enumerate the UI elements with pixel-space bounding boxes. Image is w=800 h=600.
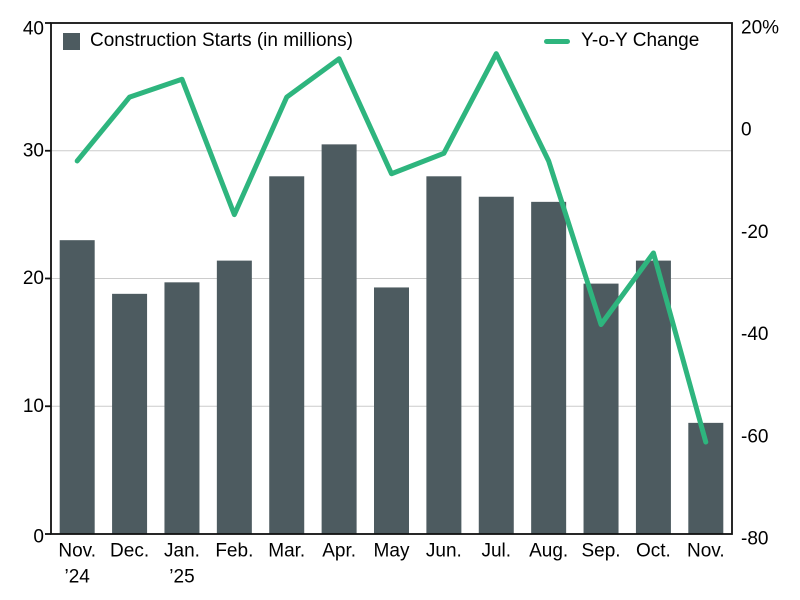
- left-axis-label-40: 40: [23, 19, 44, 40]
- legend-item-yoy-change: Y-o-Y Change: [544, 30, 699, 52]
- x-tick-sublabel-0: ’24: [65, 567, 91, 588]
- legend-line-label: Y-o-Y Change: [581, 30, 700, 51]
- x-tick-label-5: Apr.: [322, 541, 356, 562]
- bar-jul-8: [478, 196, 514, 535]
- x-tick-sublabel-2: ’25: [169, 567, 194, 588]
- bar-jan-2: [164, 282, 200, 534]
- left-axis-label-0: 0: [33, 527, 44, 548]
- x-tick-label-1: Dec.: [110, 541, 149, 562]
- x-tick-label-6: May: [374, 541, 410, 562]
- x-tick-label-8: Jul.: [481, 541, 511, 562]
- right-axis-label--20: -20: [741, 222, 768, 243]
- bar-may-6: [374, 287, 409, 534]
- bar-oct-11: [635, 260, 671, 534]
- left-axis-label-20: 20: [23, 268, 44, 289]
- bar-dec-1: [112, 293, 148, 534]
- x-tick-label-2: Jan.: [164, 541, 200, 562]
- bar-mar-4: [269, 176, 305, 535]
- bar-apr-5: [321, 144, 357, 535]
- right-axis-label--40: -40: [741, 324, 768, 345]
- right-axis-label--60: -60: [741, 426, 768, 447]
- right-axis-label--80: -80: [741, 529, 768, 550]
- left-axis-label-30: 30: [23, 140, 44, 161]
- x-tick-label-12: Nov.: [687, 541, 725, 562]
- legend-item-construction-starts: Construction Starts (in millions): [63, 30, 353, 52]
- bar-aug-9: [531, 201, 567, 534]
- yoy-change-line: [74, 51, 709, 445]
- x-tick-label-0: Nov.: [58, 541, 96, 562]
- bar-feb-3: [216, 260, 252, 534]
- left-axis-label-10: 10: [23, 396, 44, 417]
- right-axis-label-20%: 20%: [741, 18, 779, 39]
- x-tick-label-10: Sep.: [581, 541, 620, 562]
- x-tick-label-3: Feb.: [215, 541, 253, 562]
- bar-legend-swatch-icon: [63, 32, 80, 50]
- x-tick-label-11: Oct.: [636, 541, 671, 562]
- bar-jun-7: [426, 176, 462, 535]
- x-tick-label-4: Mar.: [268, 541, 305, 562]
- right-axis-label-0: 0: [741, 120, 752, 141]
- x-tick-label-9: Aug.: [529, 541, 568, 562]
- line-legend-swatch-icon: [544, 38, 570, 44]
- bar-nov-0: [59, 240, 95, 535]
- legend-bar-label: Construction Starts (in millions): [90, 30, 353, 51]
- x-tick-label-7: Jun.: [426, 541, 462, 562]
